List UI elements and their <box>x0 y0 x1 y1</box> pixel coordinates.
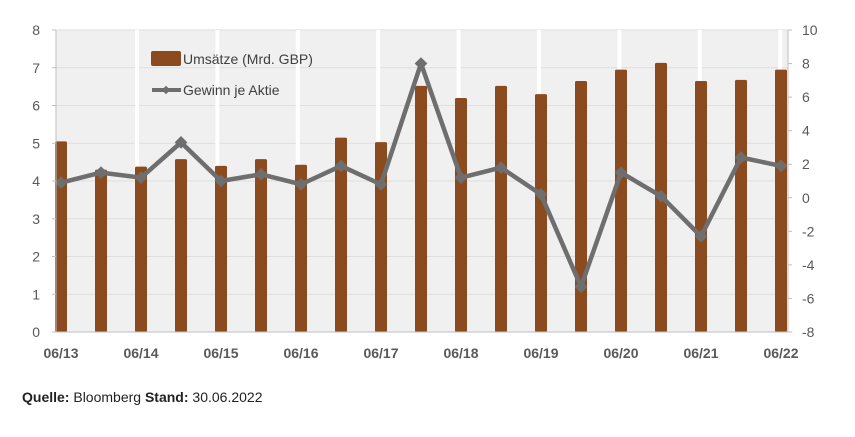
y-left-tick: 3 <box>32 211 40 227</box>
bar-06/19 <box>535 94 547 332</box>
eps-point-12/16 <box>334 159 348 173</box>
bar-12/15 <box>255 159 267 332</box>
x-tick: 06/16 <box>283 345 318 361</box>
bar-06/15 <box>215 165 227 332</box>
bar-06/20 <box>615 69 627 332</box>
bar-06/13 <box>55 141 67 332</box>
bar-06/17 <box>375 142 387 332</box>
bar-12/17 <box>415 85 427 333</box>
x-tick: 06/21 <box>683 345 718 361</box>
bar-06/22 <box>775 69 787 332</box>
legend-label-eps: Gewinn je Aktie <box>183 82 280 98</box>
x-tick: 06/22 <box>763 345 798 361</box>
y-right-tick: -6 <box>802 290 815 306</box>
eps-point-12/14 <box>174 136 188 149</box>
legend: Umsätze (Mrd. GBP) Gewinn je Aktie <box>151 51 313 98</box>
eps-point-06/17 <box>374 177 388 191</box>
legend-label-revenue: Umsätze (Mrd. GBP) <box>183 51 313 67</box>
y-right-tick: 6 <box>802 89 810 105</box>
eps-point-12/18 <box>494 161 508 174</box>
y-right-tick: 8 <box>802 56 810 72</box>
bar-06/18 <box>455 97 467 332</box>
y-right-tick: 2 <box>802 156 810 172</box>
y-left-tick: 6 <box>32 98 40 114</box>
x-tick: 06/13 <box>43 345 78 361</box>
eps-point-12/13 <box>94 166 108 179</box>
bar-12/21 <box>735 79 747 332</box>
eps-point-06/16 <box>294 177 308 191</box>
y-right-tick: 0 <box>802 190 810 206</box>
x-tick: 06/14 <box>123 345 158 361</box>
eps-point-06/14 <box>134 171 148 185</box>
eps-point-12/15 <box>254 167 268 181</box>
eps-point-12/17 <box>414 57 428 70</box>
eps-point-06/18 <box>454 171 468 185</box>
y-right-tick: 10 <box>802 22 818 38</box>
legend-marker-icon <box>161 85 171 95</box>
source: Bloomberg <box>73 389 142 405</box>
bar-06/16 <box>295 164 307 332</box>
legend-swatch-bar <box>151 51 181 66</box>
y-left-tick: 8 <box>32 22 40 38</box>
bar-12/16 <box>335 137 347 332</box>
chart: 0 1 2 3 4 5 6 7 8 -8 -6 -4 -2 0 2 4 6 8 10 06/13 06/14 06/15 0… <box>32 22 818 361</box>
date: 30.06.2022 <box>192 389 263 405</box>
y-right-tick: -2 <box>802 223 815 239</box>
x-tick: 06/17 <box>363 345 398 361</box>
bar-12/18 <box>495 85 507 333</box>
x-tick: 06/18 <box>443 345 478 361</box>
y-left-tick: 2 <box>32 249 40 265</box>
x-tick: 06/15 <box>203 345 238 361</box>
footer: Quelle: Bloomberg Stand: 30.06.2022 <box>22 389 262 405</box>
eps-point-06/13 <box>54 176 68 190</box>
y-left-tick: 5 <box>32 135 40 151</box>
eps-point-06/15 <box>214 174 228 188</box>
bar-06/21 <box>695 80 707 333</box>
bar-06/14 <box>135 166 147 332</box>
bar-12/19 <box>575 80 587 333</box>
date-label: Stand: <box>144 389 189 405</box>
source-label: Quelle: <box>22 389 70 405</box>
y-right-tick: 4 <box>802 123 810 139</box>
y-left-tick: 4 <box>32 173 40 189</box>
y-left-tick: 1 <box>32 286 40 302</box>
bar-12/14 <box>175 159 187 332</box>
y-left-tick: 7 <box>32 60 40 76</box>
bar-12/13 <box>95 169 107 332</box>
y-left-tick: 0 <box>32 324 40 340</box>
x-tick: 06/20 <box>603 345 638 361</box>
x-tick: 06/19 <box>523 345 558 361</box>
y-right-tick: -4 <box>802 257 815 273</box>
y-right-tick: -8 <box>802 324 815 340</box>
